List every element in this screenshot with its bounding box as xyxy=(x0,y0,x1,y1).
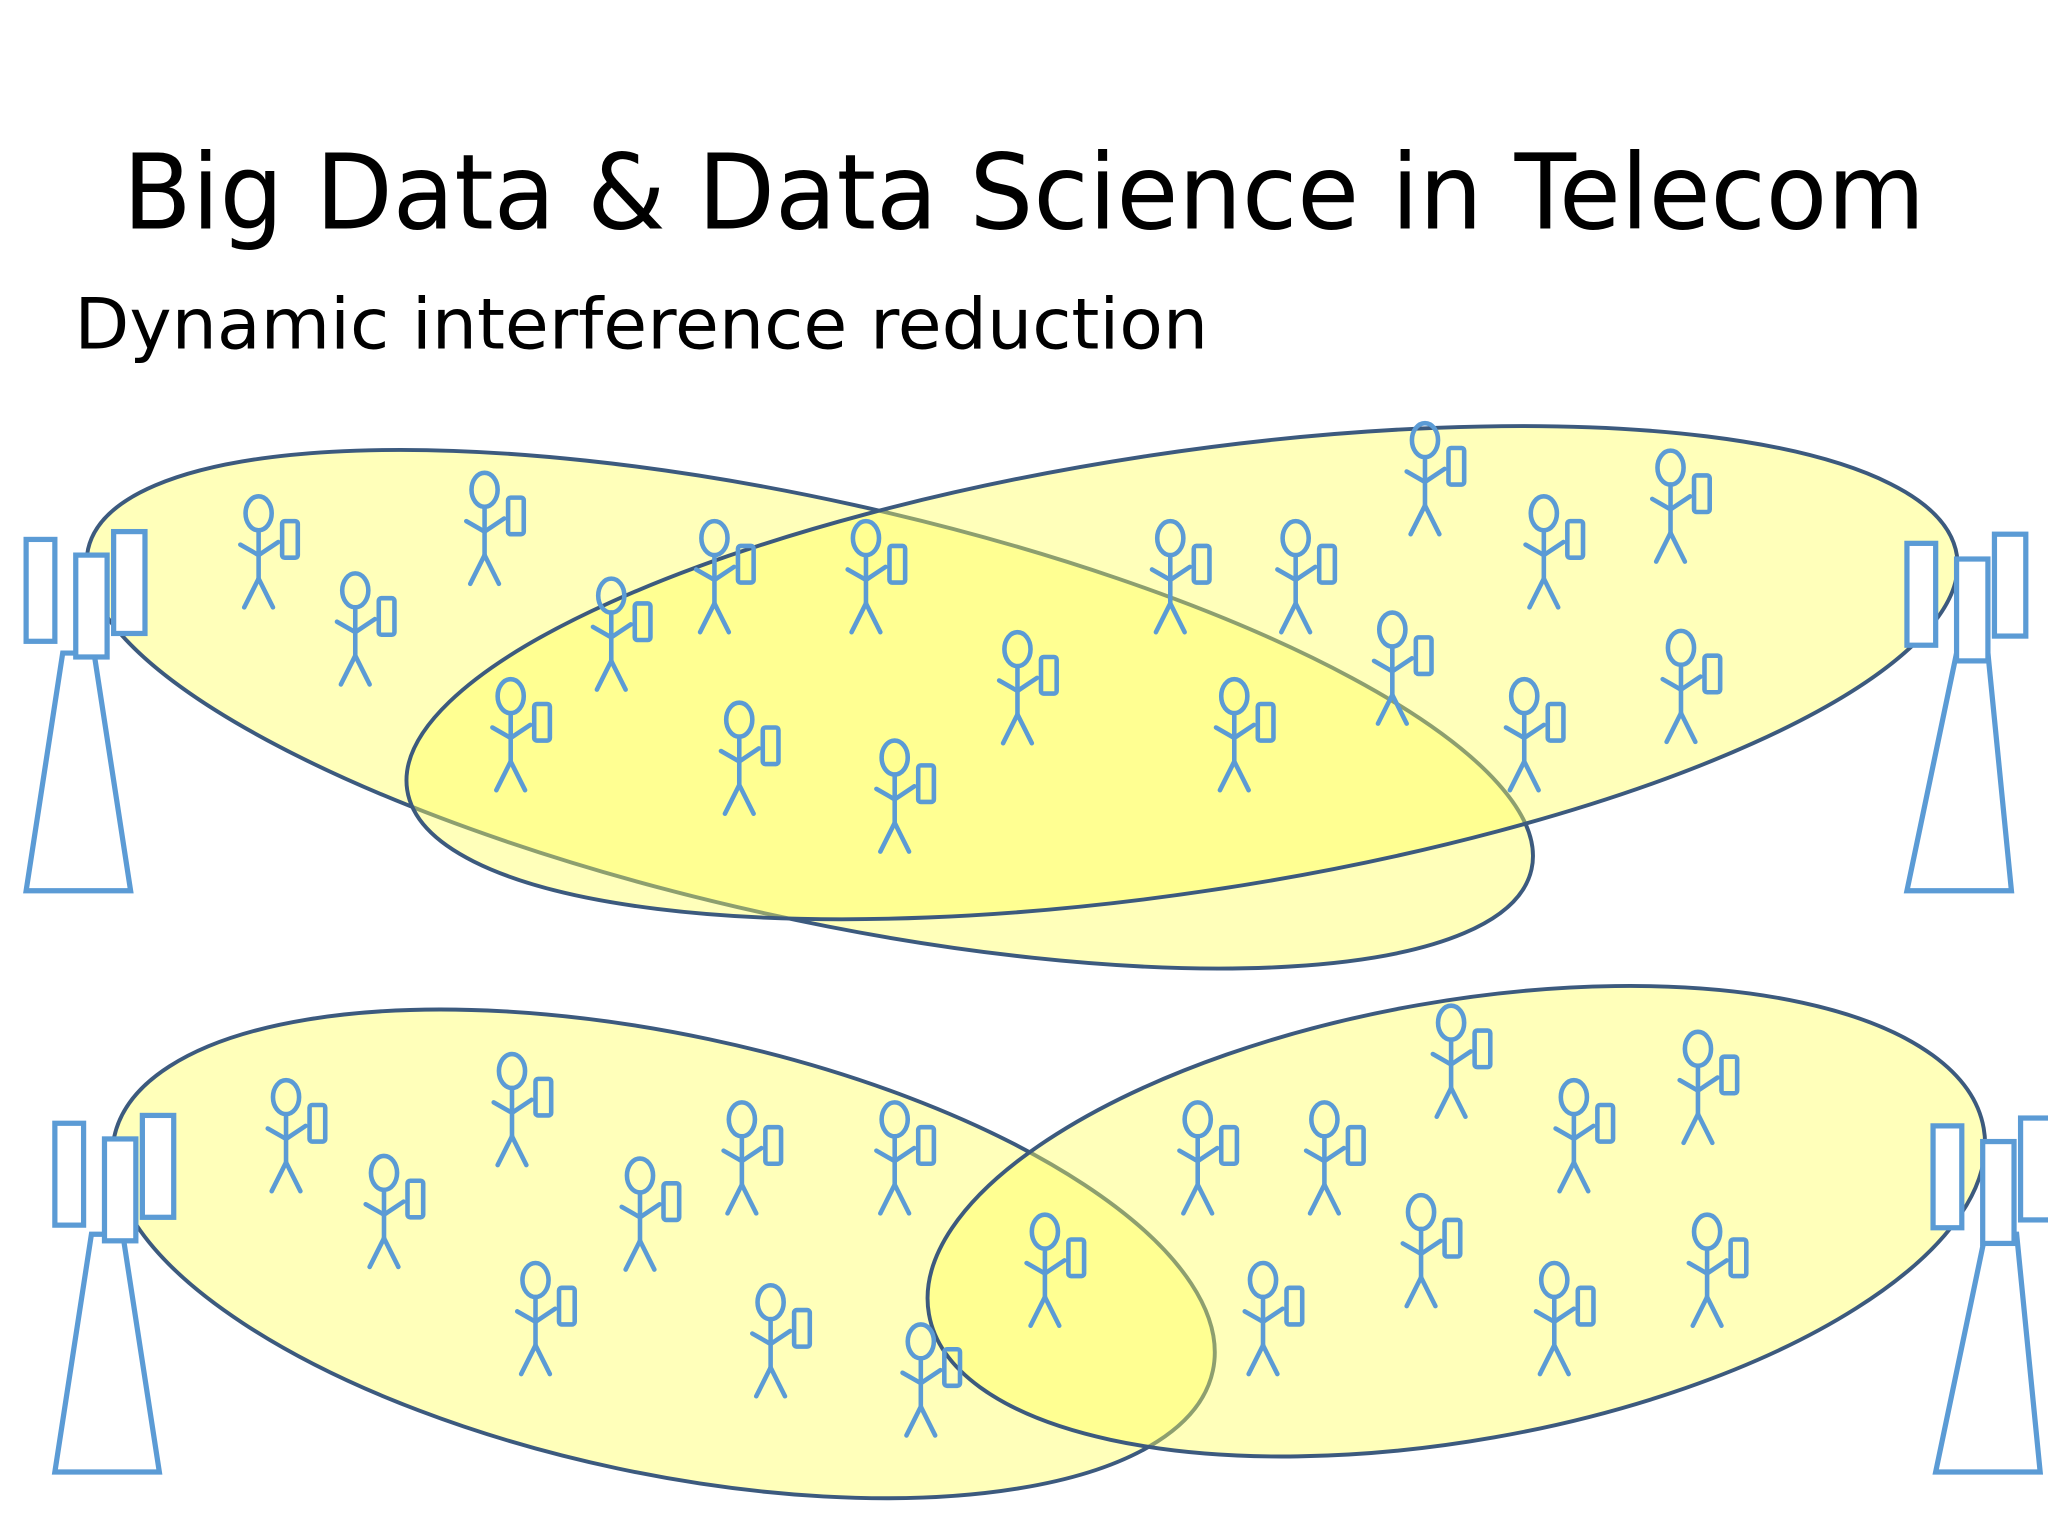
coverage-ellipse xyxy=(84,447,1535,971)
cell-tower xyxy=(51,1112,177,1475)
cell-tower xyxy=(23,528,148,894)
cell-tower xyxy=(1930,1115,2048,1475)
cell-tower xyxy=(1903,531,2029,894)
slide-subtitle: Dynamic interference reduction xyxy=(74,284,1208,366)
slide-title: Big Data & Data Science in Telecom xyxy=(123,132,1925,254)
coverage-cells xyxy=(84,424,1988,1501)
coverage-ellipse xyxy=(404,424,1960,922)
